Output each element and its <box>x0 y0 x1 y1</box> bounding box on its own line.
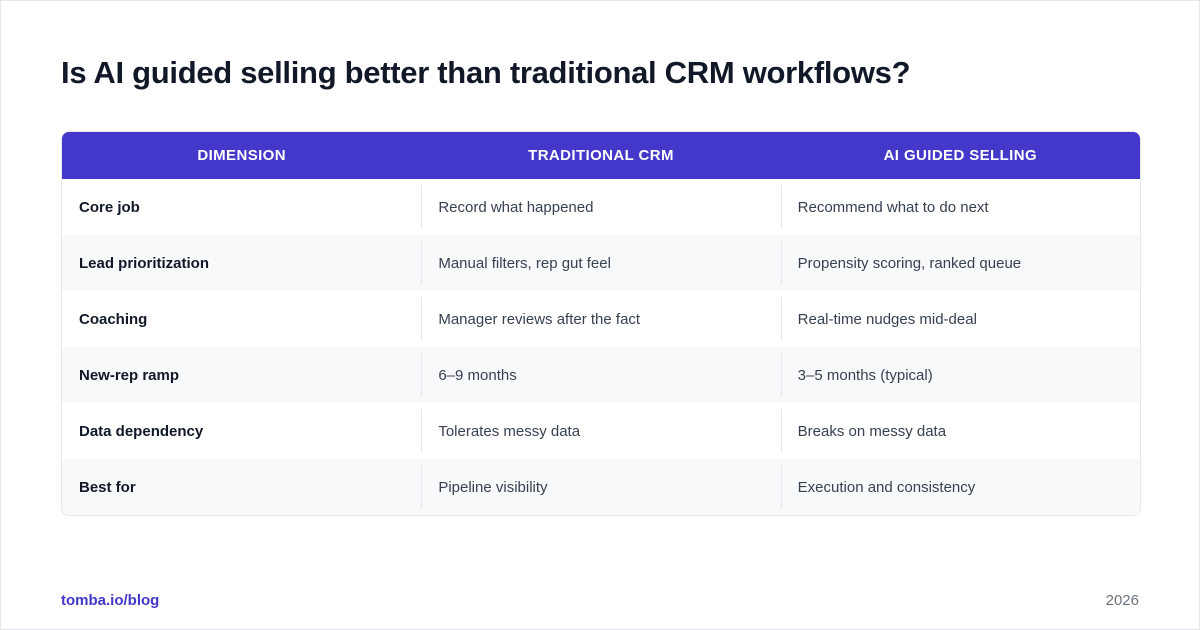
dimension-cell: Coaching <box>79 310 148 328</box>
dimension-cell: Core job <box>79 198 140 216</box>
traditional-crm-cell: Pipeline visibility <box>421 459 780 515</box>
year-label: 2026 <box>1105 592 1139 609</box>
comparison-table: DIMENSION TRADITIONAL CRM AI GUIDED SELL… <box>61 131 1141 516</box>
ai-guided-selling-cell: Execution and consistency <box>780 459 1140 515</box>
table-row: New-rep ramp 6–9 months 3–5 months (typi… <box>62 347 1140 403</box>
dimension-cell: Data dependency <box>79 422 204 440</box>
table-row: Best for Pipeline visibility Execution a… <box>62 459 1140 515</box>
dimension-cell: Lead prioritization <box>79 254 210 272</box>
ai-guided-selling-cell: Real-time nudges mid-deal <box>780 291 1140 347</box>
traditional-crm-cell: Manager reviews after the fact <box>421 291 780 347</box>
table-row: Data dependency Tolerates messy data Bre… <box>62 403 1140 459</box>
dimension-cell: New-rep ramp <box>79 366 180 384</box>
blog-link[interactable]: tomba.io/blog <box>61 592 160 609</box>
page-title: Is AI guided selling better than traditi… <box>61 55 911 90</box>
table-row: Lead prioritization Manual filters, rep … <box>62 235 1140 291</box>
traditional-crm-cell: Manual filters, rep gut feel <box>421 235 780 291</box>
table-row: Core job Record what happened Recommend … <box>62 179 1140 235</box>
traditional-crm-cell: 6–9 months <box>421 347 780 403</box>
dimension-cell: Best for <box>79 478 136 496</box>
column-header-ai-guided-selling: AI GUIDED SELLING <box>883 147 1038 164</box>
ai-guided-selling-cell: Recommend what to do next <box>780 179 1140 235</box>
column-header-traditional-crm: TRADITIONAL CRM <box>528 147 674 164</box>
ai-guided-selling-cell: 3–5 months (typical) <box>780 347 1140 403</box>
ai-guided-selling-cell: Breaks on messy data <box>780 403 1140 459</box>
traditional-crm-cell: Tolerates messy data <box>421 403 780 459</box>
ai-guided-selling-cell: Propensity scoring, ranked queue <box>780 235 1140 291</box>
traditional-crm-cell: Record what happened <box>421 179 780 235</box>
table-header: DIMENSION TRADITIONAL CRM AI GUIDED SELL… <box>62 132 1140 179</box>
column-header-dimension: DIMENSION <box>197 147 286 164</box>
table-row: Coaching Manager reviews after the fact … <box>62 291 1140 347</box>
